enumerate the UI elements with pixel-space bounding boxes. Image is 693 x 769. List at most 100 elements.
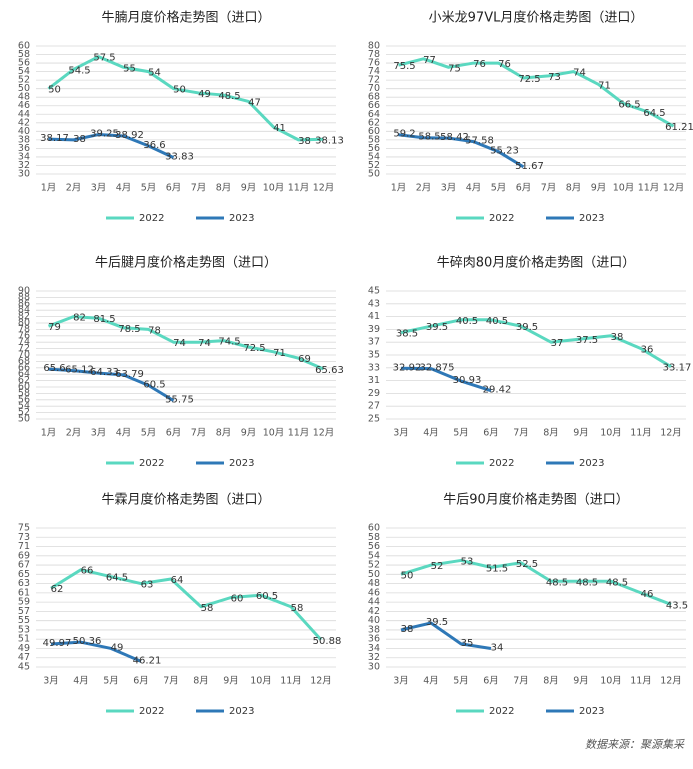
y-tick-label: 74 [18, 337, 30, 348]
value-label: 61.21 [665, 122, 693, 133]
x-tick-label: 7月 [163, 676, 179, 687]
x-tick-label: 5月 [141, 428, 157, 439]
y-tick-label: 84 [18, 305, 30, 316]
x-tick-label: 7月 [513, 676, 529, 687]
x-tick-label: 1月 [41, 428, 57, 439]
x-tick-label: 7月 [541, 183, 557, 194]
y-tick-label: 43 [368, 298, 380, 309]
y-tick-label: 66 [18, 362, 30, 373]
y-tick-label: 40 [18, 126, 30, 137]
y-tick-label: 50 [18, 83, 30, 94]
y-tick-label: 64 [368, 109, 380, 120]
value-label: 37.5 [576, 335, 598, 346]
value-label: 60.5 [256, 591, 278, 602]
y-tick-label: 86 [18, 298, 30, 309]
value-label: 43.5 [666, 600, 688, 611]
x-tick-label: 9月 [573, 428, 589, 439]
value-label: 50.88 [313, 636, 342, 647]
x-tick-label: 12月 [310, 676, 332, 687]
value-label: 66.5 [618, 100, 640, 111]
value-label: 78.5 [118, 324, 140, 335]
y-tick-label: 58 [368, 532, 380, 543]
y-tick-label: 88 [18, 292, 30, 303]
value-label: 79 [48, 322, 61, 333]
value-label: 32.875 [420, 363, 455, 374]
x-tick-label: 11月 [630, 428, 652, 439]
legend-label: 2023 [229, 706, 254, 717]
y-tick-label: 49 [18, 643, 30, 654]
x-tick-label: 10月 [600, 428, 622, 439]
y-tick-label: 37 [368, 337, 380, 348]
y-tick-label: 31 [368, 375, 380, 386]
x-tick-label: 10月 [263, 428, 285, 439]
y-tick-label: 48 [368, 578, 380, 589]
series-line [47, 55, 324, 142]
value-label: 48.5 [546, 577, 568, 588]
value-label: 35 [461, 638, 474, 649]
x-tick-label: 8月 [543, 676, 559, 687]
y-tick-label: 27 [368, 401, 380, 412]
value-label: 46 [641, 589, 654, 600]
y-tick-label: 78 [18, 324, 30, 335]
y-tick-label: 52 [368, 560, 380, 571]
x-tick-label: 9月 [591, 183, 607, 194]
series-line [47, 315, 325, 371]
x-tick-label: 2月 [416, 183, 432, 194]
y-tick-label: 53 [18, 624, 30, 635]
x-tick-label: 12月 [660, 428, 682, 439]
value-label: 49 [111, 642, 124, 653]
x-tick-label: 10月 [263, 183, 285, 194]
value-label: 39.5 [516, 322, 538, 333]
value-label: 51.67 [515, 161, 544, 172]
value-label: 63.79 [115, 369, 144, 380]
y-tick-label: 76 [368, 58, 380, 69]
y-tick-label: 72 [368, 75, 380, 86]
series-line [398, 57, 675, 128]
y-tick-label: 35 [368, 350, 380, 361]
y-tick-label: 42 [18, 117, 30, 128]
value-label: 75 [448, 63, 461, 74]
y-tick-label: 78 [368, 49, 380, 60]
y-tick-label: 62 [368, 117, 380, 128]
y-tick-label: 62 [18, 375, 30, 386]
y-tick-label: 44 [368, 597, 380, 608]
x-tick-label: 6月 [483, 676, 499, 687]
x-tick-label: 3月 [43, 676, 59, 687]
x-tick-label: 6月 [166, 183, 182, 194]
value-label: 73 [548, 72, 561, 83]
y-tick-label: 65 [18, 569, 30, 580]
legend-label: 2022 [489, 213, 514, 224]
x-tick-label: 5月 [103, 676, 119, 687]
y-tick-label: 63 [18, 578, 30, 589]
value-label: 71 [273, 348, 286, 359]
value-label: 64.5 [643, 108, 665, 119]
value-label: 59.2 [393, 129, 415, 140]
x-tick-label: 12月 [313, 183, 335, 194]
value-label: 57.5 [93, 53, 115, 64]
y-tick-label: 50 [368, 569, 380, 580]
x-tick-label: 10月 [613, 183, 635, 194]
y-tick-label: 54 [368, 550, 380, 561]
y-tick-label: 36 [18, 143, 30, 154]
value-label: 50 [401, 570, 414, 581]
value-label: 40.5 [456, 316, 478, 327]
y-tick-label: 90 [18, 286, 30, 297]
value-label: 60 [231, 594, 244, 605]
x-tick-label: 8月 [216, 183, 232, 194]
value-label: 38 [611, 332, 624, 343]
x-tick-label: 4月 [116, 183, 132, 194]
y-tick-label: 25 [368, 414, 380, 425]
value-label: 75.5 [393, 61, 415, 72]
y-tick-label: 38 [368, 624, 380, 635]
x-tick-label: 9月 [241, 428, 257, 439]
x-tick-label: 7月 [513, 428, 529, 439]
value-label: 39.25 [90, 129, 119, 140]
value-label: 65.12 [65, 365, 94, 376]
x-tick-label: 2月 [66, 183, 82, 194]
y-tick-label: 60 [18, 41, 30, 52]
value-label: 54 [148, 68, 161, 79]
y-tick-label: 45 [368, 286, 380, 297]
value-label: 38 [298, 136, 311, 147]
value-label: 69 [298, 354, 311, 365]
